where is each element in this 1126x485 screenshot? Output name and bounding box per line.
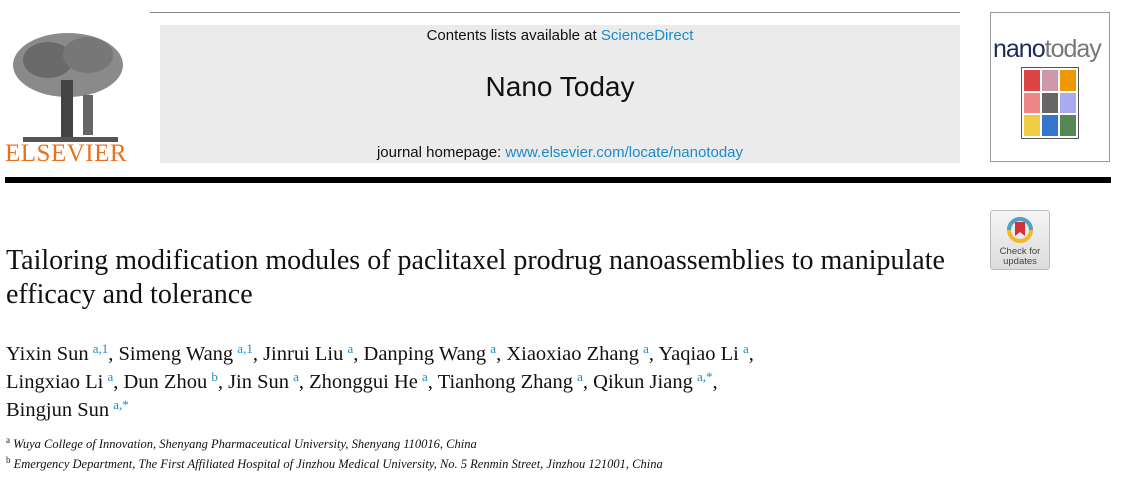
author-name: Tianhong Zhang <box>437 371 574 393</box>
sciencedirect-link[interactable]: ScienceDirect <box>600 27 694 44</box>
header-rule <box>150 12 960 13</box>
author[interactable]: Xiaoxiao Zhang a <box>506 341 649 365</box>
author[interactable]: Jin Sun a <box>228 369 299 393</box>
author-affiliation-mark[interactable]: a,* <box>113 397 129 412</box>
author-affiliation-mark[interactable]: a,1 <box>237 341 253 356</box>
author-list: Yixin Sun a,1, Simeng Wang a,1, Jinrui L… <box>6 341 754 421</box>
author-affiliation-mark[interactable]: a <box>577 369 583 384</box>
author-affiliation-mark[interactable]: a <box>742 341 749 356</box>
journal-cover[interactable]: nanotoday <box>990 12 1110 162</box>
author[interactable]: Dun Zhou b <box>123 369 218 393</box>
author-affiliation-mark[interactable]: a <box>293 369 299 384</box>
affiliation-label: a <box>6 435 10 445</box>
header-divider <box>5 177 1111 183</box>
author-name: Zhonggui He <box>309 371 418 393</box>
author-name: Lingxiao Li <box>6 371 104 393</box>
author-affiliation-mark[interactable]: a <box>422 369 428 384</box>
author-affiliation-mark[interactable]: a <box>347 341 354 356</box>
author-affiliation-mark[interactable]: a,* <box>696 369 713 384</box>
author-affiliation-mark[interactable]: b <box>211 369 218 384</box>
author-name: Qikun Jiang <box>593 371 693 393</box>
article-title: Tailoring modification modules of paclit… <box>6 245 945 310</box>
contents-prefix: Contents lists available at <box>426 27 601 44</box>
author[interactable]: Tianhong Zhang a <box>437 369 583 393</box>
check-updates-label: Check for updates <box>999 246 1041 267</box>
affiliation-text: Emergency Department, The First Affiliat… <box>13 457 663 471</box>
homepage-link[interactable]: www.elsevier.com/locate/nanotoday <box>505 144 744 161</box>
author[interactable]: Zhonggui He a <box>309 369 428 393</box>
author-affiliation-mark[interactable]: a <box>490 341 497 356</box>
affiliation-text: Wuya College of Innovation, Shenyang Pha… <box>13 437 477 451</box>
publisher-name: ELSEVIER <box>5 140 128 167</box>
author[interactable]: Danping Wang a <box>363 341 497 365</box>
journal-name: Nano Today <box>485 71 635 102</box>
author-affiliation-mark[interactable]: a <box>643 341 649 356</box>
author[interactable]: Jinrui Liu a <box>263 341 354 365</box>
affiliation-label: b <box>6 455 11 465</box>
elsevier-tree-logo <box>13 33 123 142</box>
journal-banner: Contents lists available at ScienceDirec… <box>160 25 960 163</box>
cover-title: nanotoday <box>993 35 1102 64</box>
affiliation-b: b Emergency Department, The First Affili… <box>6 455 663 472</box>
author-name: Dun Zhou <box>123 371 208 393</box>
check-updates-icon <box>1007 217 1033 243</box>
author-affiliation-mark[interactable]: a <box>107 369 114 384</box>
author-name: Yixin Sun <box>6 343 89 365</box>
author-affiliation-mark[interactable]: a,1 <box>92 341 109 356</box>
author[interactable]: Bingjun Sun a,* <box>6 397 129 421</box>
author-name: Jin Sun <box>228 371 290 393</box>
cover-image <box>1021 67 1079 139</box>
author[interactable]: Yaqiao Li a <box>658 341 749 365</box>
author-name: Danping Wang <box>363 343 487 365</box>
author-name: Bingjun Sun <box>6 399 110 421</box>
check-for-updates-button[interactable]: Check for updates <box>990 210 1050 270</box>
author[interactable]: Simeng Wang a,1 <box>118 341 253 365</box>
author[interactable]: Qikun Jiang a,* <box>593 369 713 393</box>
cover-title-nano: nano <box>993 35 1046 63</box>
homepage-prefix: journal homepage: <box>376 144 506 161</box>
author-name: Xiaoxiao Zhang <box>506 343 639 365</box>
author[interactable]: Yixin Sun a,1 <box>6 341 109 365</box>
affiliation-a: a Wuya College of Innovation, Shenyang P… <box>6 435 477 452</box>
author-name: Yaqiao Li <box>658 343 739 365</box>
homepage-line: journal homepage: www.elsevier.com/locat… <box>160 144 960 161</box>
author[interactable]: Lingxiao Li a <box>6 369 114 393</box>
contents-line: Contents lists available at ScienceDirec… <box>160 27 960 44</box>
author-name: Jinrui Liu <box>263 343 344 365</box>
cover-title-today: today <box>1044 35 1102 63</box>
author-name: Simeng Wang <box>118 343 234 365</box>
